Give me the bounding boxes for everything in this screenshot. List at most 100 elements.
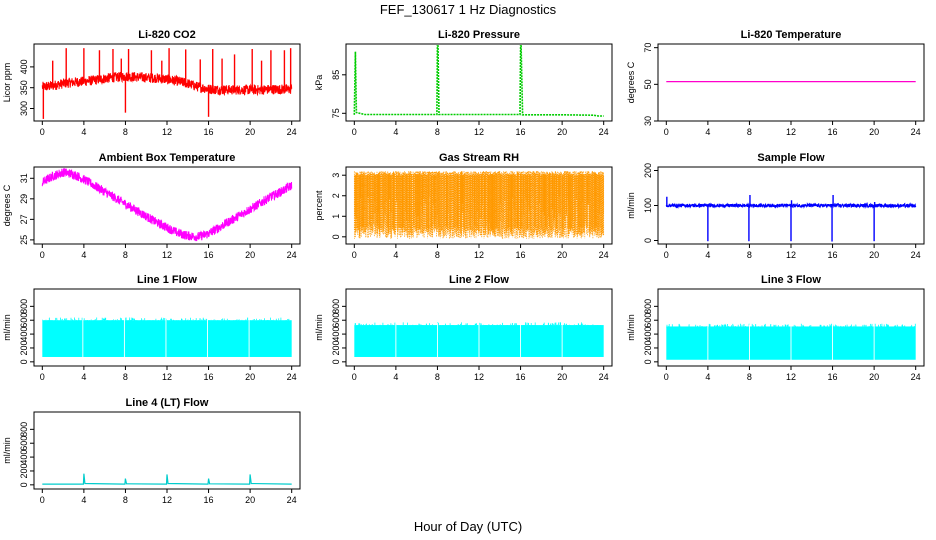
series-line — [41, 71, 293, 97]
x-tick-label: 8 — [435, 127, 440, 137]
x-tick-label: 20 — [557, 250, 567, 260]
y-tick-label: 75 — [331, 108, 341, 118]
y-tick-label: 600 — [331, 313, 341, 328]
y-tick-label: 400 — [19, 327, 29, 342]
y-axis-label: ml/min — [2, 314, 12, 341]
flow-band-edge — [666, 323, 916, 330]
series-line3 — [666, 323, 916, 362]
y-tick-label: 0 — [643, 359, 653, 364]
x-tick-label: 24 — [911, 127, 921, 137]
x-tick-label: 12 — [162, 127, 172, 137]
y-tick-label: 600 — [19, 436, 29, 451]
y-axis-label: degrees C — [626, 61, 636, 103]
flow-band-edge — [42, 317, 290, 323]
y-tick-label: 25 — [19, 235, 29, 245]
x-tick-label: 16 — [516, 372, 526, 382]
x-tick-label: 8 — [123, 372, 128, 382]
x-tick-label: 0 — [40, 250, 45, 260]
x-tick-label: 8 — [747, 372, 752, 382]
figure-x-label: Hour of Day (UTC) — [414, 519, 522, 534]
x-tick-label: 0 — [40, 127, 45, 137]
series-line — [41, 167, 293, 242]
flow-band-edge — [354, 322, 602, 328]
y-tick-label: 50 — [643, 79, 653, 89]
y-tick-label: 800 — [643, 299, 653, 314]
series-sample — [665, 195, 917, 242]
y-tick-label: 200 — [19, 463, 29, 478]
x-tick-label: 12 — [474, 250, 484, 260]
x-tick-label: 20 — [245, 372, 255, 382]
y-tick-label: 800 — [331, 299, 341, 314]
panel-sample: Sample Flow ml/min 0 4 8 12 16 20 24 0 100 200 — [626, 152, 925, 260]
y-tick-label: 0 — [19, 482, 29, 487]
x-tick-label: 8 — [123, 250, 128, 260]
y-tick-label: 600 — [643, 313, 653, 328]
x-tick-label: 8 — [123, 127, 128, 137]
panel-title: Li-820 CO2 — [138, 29, 195, 41]
panel-line1: Line 1 Flow ml/min 0 4 8 12 16 20 24 0 20040060080… — [2, 274, 301, 382]
x-tick-label: 24 — [287, 372, 297, 382]
panel-title: Line 2 Flow — [449, 274, 509, 286]
y-tick-label: 3 — [331, 173, 341, 178]
y-tick-label: 100 — [643, 198, 653, 213]
x-tick-label: 24 — [287, 495, 297, 505]
plot-frame — [345, 43, 613, 122]
x-tick-label: 4 — [393, 250, 398, 260]
series-line2 — [354, 322, 604, 359]
y-axis-label: degrees C — [2, 184, 12, 226]
x-tick-label: 16 — [516, 127, 526, 137]
y-tick-label: 70 — [643, 43, 653, 53]
y-tick-label: 31 — [19, 173, 29, 183]
x-tick-label: 0 — [40, 495, 45, 505]
x-tick-label: 16 — [204, 250, 214, 260]
y-axis-label: Licor ppm — [2, 63, 12, 103]
panel-title: Li-820 Temperature — [741, 29, 842, 41]
panel-co2: Li-820 CO2 Licor ppm 0 4 8 12 16 20 24 300 350 400 — [2, 29, 301, 137]
y-axis-label: ml/min — [314, 314, 324, 341]
x-tick-label: 8 — [747, 127, 752, 137]
y-tick-label: 27 — [19, 214, 29, 224]
y-tick-label: 400 — [19, 59, 29, 74]
x-tick-label: 12 — [162, 495, 172, 505]
x-tick-label: 24 — [599, 250, 609, 260]
x-tick-label: 0 — [664, 250, 669, 260]
y-tick-label: 200 — [643, 340, 653, 355]
x-tick-label: 16 — [828, 250, 838, 260]
panel-temperature: Li-820 Temperature degrees C 0 4 8 12 16 20 24 30… — [626, 29, 925, 137]
x-tick-label: 20 — [245, 495, 255, 505]
x-tick-label: 16 — [828, 372, 838, 382]
y-tick-label: 400 — [331, 327, 341, 342]
x-tick-label: 20 — [869, 372, 879, 382]
x-tick-label: 0 — [352, 250, 357, 260]
x-tick-label: 24 — [911, 250, 921, 260]
panel-title: Ambient Box Temperature — [99, 152, 236, 164]
panel-title: Li-820 Pressure — [438, 29, 520, 41]
x-tick-label: 20 — [245, 127, 255, 137]
x-tick-label: 0 — [664, 127, 669, 137]
x-tick-label: 20 — [557, 127, 567, 137]
y-tick-label: 800 — [19, 299, 29, 314]
panel-title: Line 3 Flow — [761, 274, 821, 286]
x-tick-label: 12 — [474, 127, 484, 137]
series-line — [353, 171, 605, 239]
y-axis-label: ml/min — [2, 437, 12, 464]
series-pressure — [353, 45, 604, 117]
x-tick-label: 12 — [474, 372, 484, 382]
x-tick-label: 24 — [599, 372, 609, 382]
x-tick-label: 16 — [516, 250, 526, 260]
series-line — [353, 45, 604, 117]
flow-band — [42, 320, 292, 357]
x-tick-label: 4 — [393, 372, 398, 382]
y-tick-label: 0 — [331, 359, 341, 364]
x-tick-label: 12 — [786, 250, 796, 260]
y-tick-label: 0 — [19, 359, 29, 364]
x-tick-label: 4 — [81, 127, 86, 137]
x-tick-label: 12 — [786, 372, 796, 382]
panel-line2: Line 2 Flow ml/min 0 4 8 12 16 20 24 0 20040060080… — [314, 274, 613, 382]
y-axis-label: ml/min — [626, 314, 636, 341]
x-tick-label: 12 — [162, 372, 172, 382]
panel-title: Line 1 Flow — [137, 274, 197, 286]
y-tick-label: 200 — [643, 163, 653, 178]
